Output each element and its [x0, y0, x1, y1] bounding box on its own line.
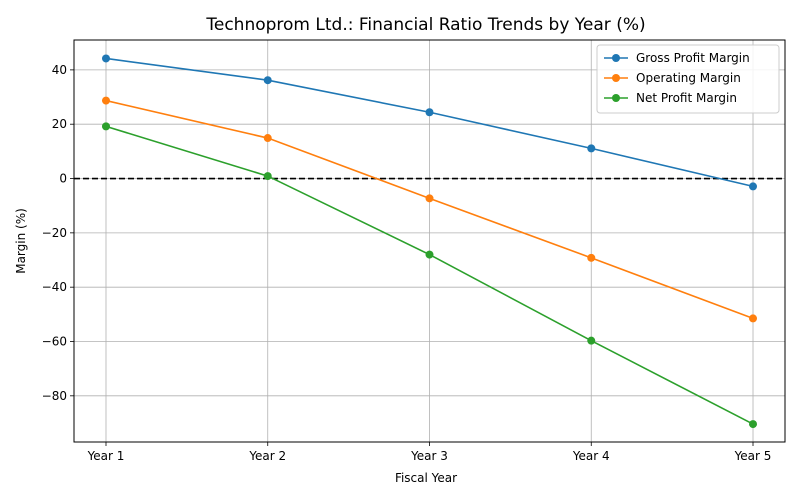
chart-title: Technoprom Ltd.: Financial Ratio Trends …	[205, 15, 645, 35]
data-point-operating-margin	[425, 194, 434, 203]
legend-box	[596, 44, 780, 114]
x-tick-label: Year 4	[572, 449, 610, 463]
data-point-net-profit-margin	[749, 420, 758, 429]
x-tick-label: Year 1	[87, 449, 125, 463]
legend-label-operating-margin: Operating Margin	[636, 71, 741, 85]
series-net-profit-margin	[101, 122, 758, 429]
legend: Gross Profit Margin Operating Margin Net P…	[596, 44, 780, 114]
y-tick-label: 0	[59, 172, 67, 186]
data-point-operating-margin	[101, 96, 110, 105]
data-point-gross-profit-margin	[263, 76, 272, 85]
y-axis-ticks: 40 20 0 −20 −40 −60 −80	[42, 63, 74, 403]
y-axis-label: Margin (%)	[14, 208, 28, 274]
data-point-operating-margin	[749, 314, 758, 323]
data-point-gross-profit-margin	[587, 144, 596, 153]
data-point-gross-profit-margin	[101, 54, 110, 63]
x-axis-ticks: Year 1 Year 2 Year 3 Year 4 Year 5	[87, 442, 772, 463]
data-point-net-profit-margin	[587, 336, 596, 345]
legend-marker-gross-profit-margin	[612, 54, 620, 62]
data-point-gross-profit-margin	[749, 182, 758, 191]
data-point-operating-margin	[587, 253, 596, 262]
data-point-net-profit-margin	[101, 122, 110, 131]
legend-marker-operating-margin	[612, 74, 620, 82]
x-tick-label: Year 5	[734, 449, 772, 463]
series-operating-margin	[101, 96, 758, 323]
data-point-gross-profit-margin	[425, 108, 434, 117]
legend-label-gross-profit-margin: Gross Profit Margin	[636, 51, 750, 65]
data-point-net-profit-margin	[263, 172, 272, 181]
y-tick-label: −20	[42, 226, 67, 240]
x-tick-label: Year 3	[410, 449, 448, 463]
x-tick-label: Year 2	[248, 449, 286, 463]
series-group	[101, 54, 758, 429]
legend-marker-net-profit-margin	[612, 94, 620, 102]
data-point-net-profit-margin	[425, 250, 434, 259]
legend-label-net-profit-margin: Net Profit Margin	[636, 91, 737, 105]
y-tick-label: −80	[42, 389, 67, 403]
y-tick-label: −40	[42, 280, 67, 294]
y-tick-label: −60	[42, 335, 67, 349]
x-axis-label: Fiscal Year	[395, 471, 457, 485]
y-tick-label: 40	[52, 63, 67, 77]
data-point-operating-margin	[263, 134, 272, 143]
series-gross-profit-margin	[101, 54, 758, 191]
y-tick-label: 20	[52, 117, 67, 131]
